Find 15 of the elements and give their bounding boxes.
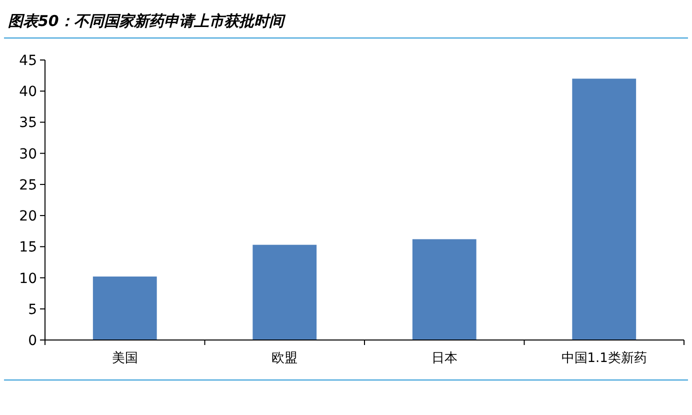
- title: 图表50：不同国家新药申请上市获批时间: [8, 12, 284, 30]
- y-tick-label: 30: [19, 146, 37, 162]
- y-tick-label: 5: [28, 302, 37, 318]
- y-tick-label: 45: [19, 53, 37, 69]
- y-tick-label: 40: [19, 84, 37, 100]
- y-tick-label: 0: [28, 333, 37, 349]
- y-tick-label: 15: [19, 240, 37, 256]
- y-tick-label: 20: [19, 208, 37, 225]
- y-tick-label: 25: [19, 177, 37, 194]
- x-tick-label: 欧盟: [272, 351, 298, 366]
- y-tick-label: 10: [19, 270, 37, 287]
- x-tick-label: 日本: [431, 351, 458, 366]
- x-tick-label: 美国: [112, 350, 138, 366]
- y-tick-label: 35: [19, 115, 37, 132]
- x-tick-label: 中国1.1类新药: [561, 351, 647, 366]
